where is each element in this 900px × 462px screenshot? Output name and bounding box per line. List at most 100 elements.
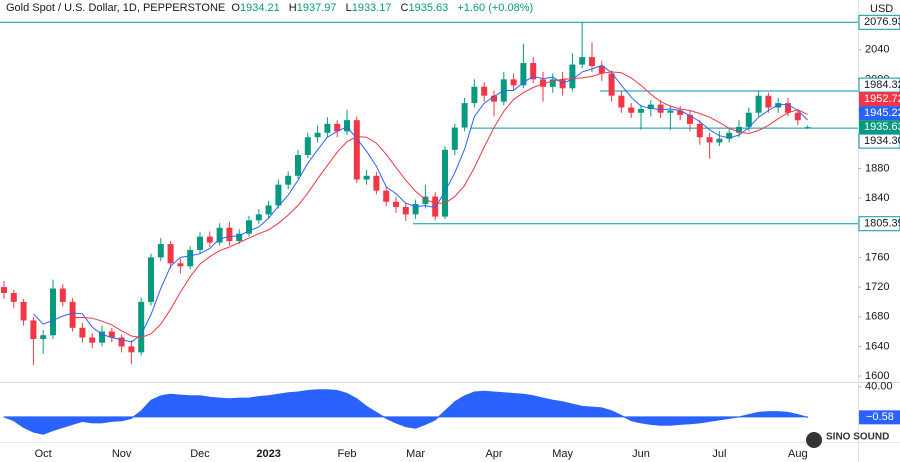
candle-body	[716, 138, 723, 143]
candle-body	[549, 79, 556, 87]
price-tag-label: 1984.32	[864, 79, 900, 91]
high-value: 1937.97	[296, 2, 337, 14]
candle-body	[275, 184, 282, 206]
x-tick-label: Aug	[788, 448, 808, 460]
candle-body	[314, 132, 321, 138]
candle-body	[628, 107, 635, 113]
x-tick-label: Dec	[190, 448, 210, 460]
candle-body	[736, 126, 742, 133]
ohlc-letter: O	[231, 2, 240, 14]
candle-body	[785, 103, 791, 113]
x-tick-label: 2023	[256, 448, 280, 460]
y-tick-label: 1880	[865, 162, 889, 174]
candle-body	[638, 109, 644, 113]
y-tick-label: 1760	[865, 251, 889, 263]
candle-body	[451, 127, 458, 150]
candle-body	[197, 236, 203, 250]
candle-body	[246, 220, 252, 234]
candle-body	[432, 196, 439, 217]
candle-body	[304, 137, 311, 156]
candle-body	[559, 79, 566, 89]
change: +1.60 (+0.08%)	[457, 2, 534, 14]
candle-body	[540, 79, 546, 87]
y-tick-label: 1600	[865, 370, 889, 382]
x-tick-label: Nov	[112, 448, 132, 460]
candle-body	[579, 57, 586, 65]
candle-body	[461, 103, 468, 128]
candle-body	[89, 337, 96, 343]
candle-body	[10, 292, 17, 302]
open-value: 1934.21	[239, 2, 280, 14]
candle-body	[598, 66, 605, 74]
candle-body	[402, 206, 409, 215]
candle-body	[696, 123, 703, 138]
candle-body	[40, 335, 47, 339]
candle-body	[236, 233, 243, 242]
price-tag-label: 1945.22	[864, 107, 900, 119]
watermark: SINO SOUND	[826, 432, 889, 443]
price-tag-label: 1805.39	[864, 218, 900, 230]
candle-body	[383, 190, 390, 202]
candle-body	[412, 203, 419, 215]
x-tick-label: Apr	[485, 448, 502, 460]
candle-body	[677, 110, 684, 115]
candle-body	[471, 86, 478, 104]
price-tag-label: 1952.72	[864, 93, 900, 105]
price-tag	[858, 14, 900, 30]
candle-body	[794, 112, 801, 121]
candle-body	[30, 320, 37, 339]
moving-average	[33, 64, 808, 343]
candle-body	[157, 244, 164, 258]
candle-body	[216, 227, 223, 243]
candle-body	[50, 288, 56, 336]
header: Gold Spot / U.S. Dollar, 1D, PEPPERSTONE…	[6, 2, 539, 14]
candle-body	[775, 103, 782, 108]
candle-body	[138, 301, 145, 353]
candle-body	[69, 301, 76, 328]
candle-body	[804, 127, 811, 129]
candle-body	[706, 137, 713, 143]
candle-body	[373, 175, 380, 191]
candle-body	[79, 327, 86, 338]
candle-body	[667, 110, 674, 113]
x-tick-label: Jun	[632, 448, 650, 460]
candle-body	[206, 236, 213, 243]
price-tag-label: 1935.63	[864, 121, 900, 133]
candle-body	[745, 112, 752, 127]
price-tag-label: 1934.30	[864, 135, 900, 147]
osc-tag-label: −0.58	[866, 411, 894, 423]
candle-body	[59, 288, 66, 302]
y-tick-label: 1720	[865, 281, 889, 293]
candle-body	[334, 123, 341, 132]
candle-body	[99, 331, 105, 343]
candle-body	[765, 95, 772, 108]
candle-body	[569, 64, 576, 89]
price-tag	[859, 92, 900, 107]
candle-body	[226, 227, 233, 242]
x-tick-label: May	[552, 448, 573, 460]
y-tick-label: 1640	[865, 340, 889, 352]
price-tag	[858, 133, 900, 149]
candle-body	[167, 244, 174, 264]
candle-body	[755, 95, 762, 113]
candle-body	[442, 149, 448, 217]
y-tick-label: 2040	[865, 44, 889, 56]
candle-body	[108, 331, 115, 338]
candle-body	[148, 257, 154, 302]
ohlc-letter: C	[400, 2, 409, 14]
x-tick-label: Feb	[338, 448, 357, 460]
low-value: 1933.17	[351, 2, 392, 14]
plot	[0, 21, 858, 365]
candle-body	[530, 63, 537, 80]
watermark-logo	[806, 432, 822, 448]
candle-body	[1, 287, 7, 293]
candle-body	[491, 95, 497, 102]
candle-body	[255, 214, 262, 221]
candle-body	[177, 263, 184, 267]
candle-body	[618, 95, 625, 108]
candle-body	[608, 73, 615, 96]
candle-body	[265, 205, 272, 215]
candle-body	[118, 337, 125, 347]
osc-tag	[859, 410, 900, 425]
